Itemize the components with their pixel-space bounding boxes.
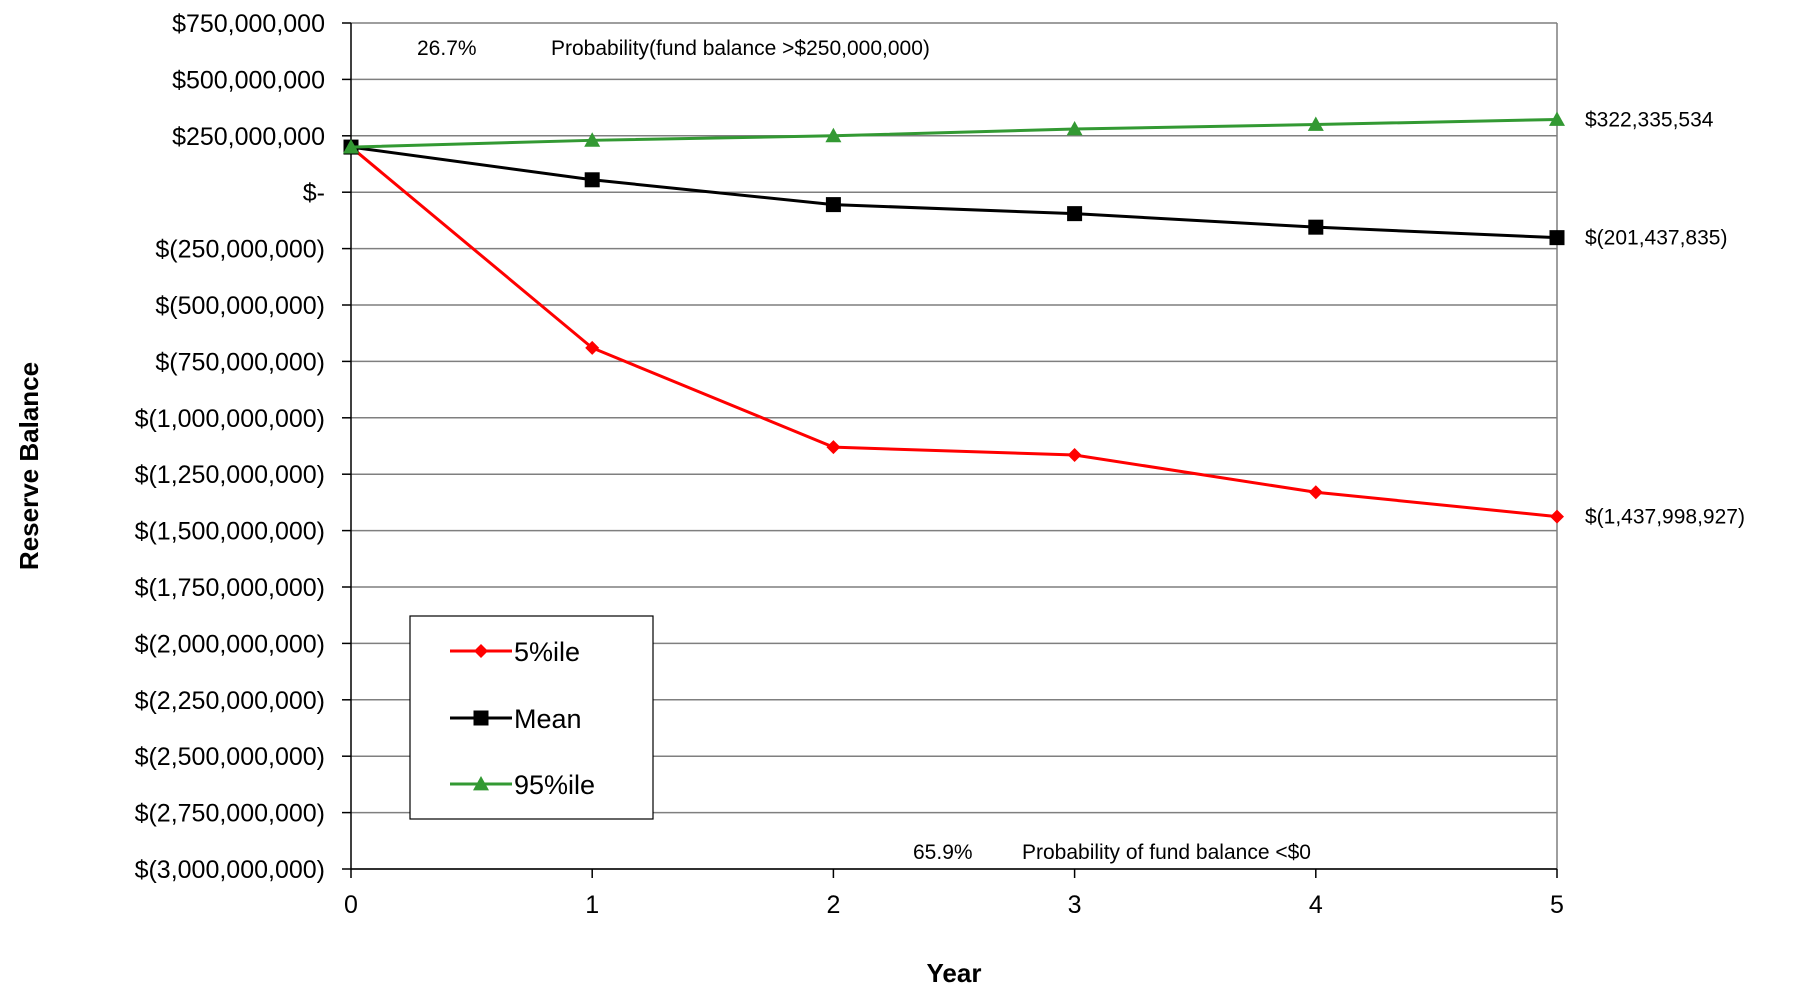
x-tick-label: 3 — [1068, 891, 1082, 919]
y-axis-title: Reserve Balance — [14, 362, 44, 570]
y-tick-label: $- — [303, 179, 325, 207]
data-point — [1066, 121, 1083, 136]
y-tick-label: $250,000,000 — [172, 123, 325, 151]
legend-label: 5%ile — [514, 637, 580, 667]
y-axis-ticks: $750,000,000 $500,000,000 $250,000,000 $- $(… — [135, 10, 351, 884]
annotation-top-text: Probability(fund balance >$250,000,000) — [551, 37, 930, 60]
y-tick-label: $(2,250,000,000) — [135, 687, 325, 715]
y-tick-label: $(750,000,000) — [155, 348, 325, 376]
series-5-ile — [344, 140, 1564, 524]
data-point — [584, 132, 601, 147]
data-point — [1067, 448, 1082, 463]
annotation-top-percent: 26.7% — [417, 37, 477, 60]
y-tick-label: $(500,000,000) — [155, 292, 325, 320]
data-point — [584, 172, 600, 188]
x-tick-label: 0 — [344, 891, 358, 919]
data-point — [1550, 509, 1564, 524]
axes — [350, 23, 1558, 870]
data-point — [1308, 219, 1324, 235]
data-point — [1549, 230, 1565, 246]
y-tick-label: $750,000,000 — [172, 10, 325, 38]
x-tick-label: 5 — [1550, 891, 1564, 919]
data-point — [343, 139, 359, 154]
y-tick-label: $(1,500,000,000) — [135, 518, 325, 546]
y-tick-label: $(250,000,000) — [155, 236, 325, 264]
series-line — [350, 145, 1558, 519]
data-point — [826, 440, 841, 455]
annotation-bottom-text: Probability of fund balance <$0 — [1022, 841, 1311, 864]
end-label: $(201,437,835) — [1585, 227, 1727, 250]
legend-item-mean: Mean — [450, 704, 582, 734]
series-layer — [343, 111, 1565, 524]
legend-item-5-ile: 5%ile — [450, 637, 580, 667]
data-point — [825, 197, 841, 213]
legend-item-95-ile: 95%ile — [450, 770, 595, 800]
data-point — [1308, 485, 1323, 500]
legend-swatch-marker — [473, 710, 489, 726]
y-tick-label: $(2,000,000,000) — [135, 630, 325, 658]
end-label: $322,335,534 — [1585, 108, 1714, 131]
legend: 5%ile Mean 95%ile — [409, 615, 654, 820]
end-label: $(1,437,998,927) — [1585, 506, 1745, 529]
y-tick-label: $(1,000,000,000) — [135, 405, 325, 433]
y-tick-label: $500,000,000 — [172, 66, 325, 94]
legend-label: Mean — [514, 704, 582, 734]
data-point — [1307, 116, 1324, 131]
legend-label: 95%ile — [514, 770, 595, 800]
data-point — [825, 127, 842, 143]
x-tick-label: 1 — [585, 891, 599, 919]
y-tick-label: $(1,250,000,000) — [135, 461, 325, 489]
y-tick-label: $(3,000,000,000) — [135, 856, 325, 884]
x-axis-ticks: 0 1 2 3 4 5 — [344, 869, 1564, 919]
y-tick-label: $(2,750,000,000) — [135, 800, 325, 828]
series-line — [350, 145, 1558, 240]
legend-swatch-marker — [473, 776, 489, 791]
annotation-bottom-percent: 65.9% — [913, 841, 973, 864]
series-line — [350, 117, 1558, 149]
series-95-ile — [343, 111, 1565, 154]
end-labels: $(1,437,998,927) $(201,437,835) $322,335,5… — [1585, 108, 1745, 528]
data-point — [1067, 206, 1083, 222]
legend-swatch-marker — [474, 644, 488, 658]
y-tick-label: $(1,750,000,000) — [135, 574, 325, 602]
data-point — [585, 340, 600, 355]
data-point — [1549, 111, 1565, 126]
x-tick-label: 2 — [826, 891, 840, 919]
y-tick-label: $(2,500,000,000) — [135, 743, 325, 771]
x-tick-label: 4 — [1309, 891, 1323, 919]
x-axis-title: Year — [927, 958, 982, 987]
